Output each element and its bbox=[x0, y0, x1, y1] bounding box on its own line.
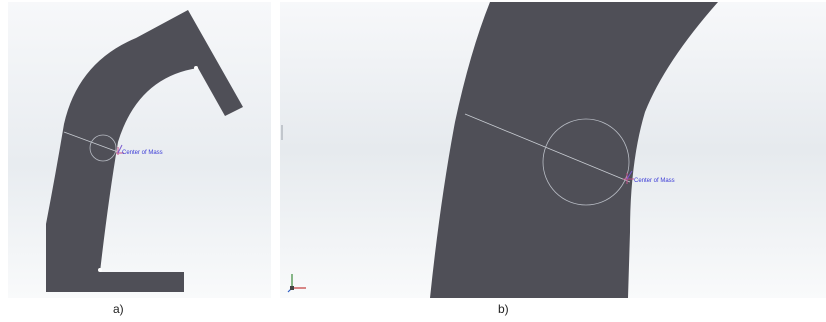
reference-line bbox=[63, 131, 119, 153]
panel-a-drawing: Center of Mass bbox=[8, 2, 271, 298]
panel-a: Center of Mass bbox=[8, 2, 271, 298]
panel-b: Center of Mass bbox=[280, 2, 826, 298]
triad-icon bbox=[287, 274, 306, 293]
vertex-point bbox=[98, 268, 102, 272]
bracket-segment bbox=[430, 2, 718, 298]
reference-circle bbox=[89, 134, 117, 162]
caption-b: b) bbox=[498, 302, 509, 316]
bracket-part bbox=[46, 10, 243, 292]
reference-circle bbox=[542, 118, 630, 206]
center-of-mass-icon bbox=[623, 170, 634, 184]
vertex-point bbox=[194, 66, 198, 70]
caption-a: a) bbox=[113, 302, 124, 316]
center-of-mass-icon bbox=[116, 144, 124, 155]
panel-b-drawing: Center of Mass bbox=[280, 2, 826, 298]
reference-line bbox=[464, 113, 631, 183]
com-annotation-b: Center of Mass bbox=[634, 178, 675, 184]
com-annotation-a: Center of Mass bbox=[122, 150, 163, 156]
